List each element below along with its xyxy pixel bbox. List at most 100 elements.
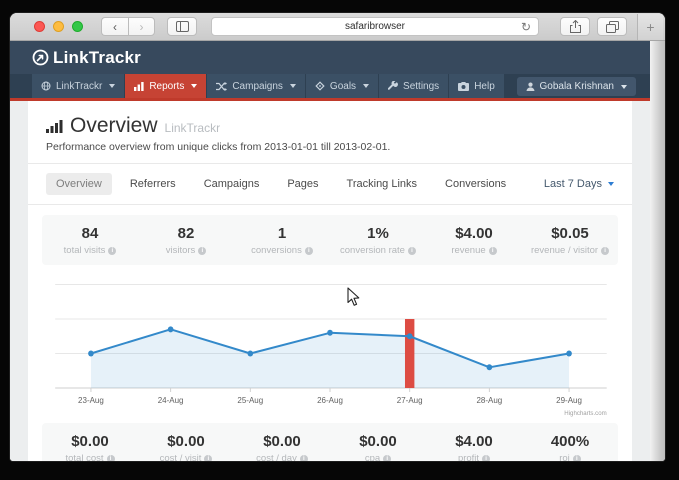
sidebar-icon	[176, 21, 189, 32]
stat-label-text: cost / visit	[160, 453, 202, 461]
stat-label-text: conversion rate	[340, 245, 405, 256]
stat-label-text: roi	[559, 453, 570, 461]
browser-window: ‹ › safaribrowser ↻ + LinkTr	[10, 13, 665, 461]
menu-item-label: Settings	[403, 81, 439, 92]
stat-label: total cost i	[42, 453, 138, 461]
linktrackr-logo-icon	[32, 49, 49, 66]
stat-label-text: total cost	[65, 453, 103, 461]
tab-overview[interactable]: Overview	[46, 173, 112, 195]
page-subtitle: Performance overview from unique clicks …	[46, 141, 614, 153]
stat-label-text: conversions	[251, 245, 302, 256]
chevron-down-icon	[608, 182, 614, 186]
info-icon[interactable]: i	[198, 247, 206, 255]
stat-value: $0.00	[234, 433, 330, 450]
stat-label-text: revenue / visitor	[531, 245, 598, 256]
stat-value: $0.00	[330, 433, 426, 450]
zoom-window-button[interactable]	[72, 21, 83, 32]
menu-item-linktrackr[interactable]: LinkTrackr	[32, 74, 124, 98]
data-point-marker	[566, 351, 572, 357]
info-icon[interactable]: i	[107, 455, 115, 462]
stat-cpa: $0.00 cpai	[330, 433, 426, 461]
chevron-down-icon	[621, 85, 627, 89]
info-icon[interactable]: i	[204, 455, 212, 462]
stat-total-visits: 84total visitsi	[42, 225, 138, 256]
data-point-marker	[407, 333, 413, 339]
x-axis-label: 26-Aug	[317, 396, 343, 405]
stat-label: revenue / visitori	[522, 245, 618, 256]
close-window-button[interactable]	[34, 21, 45, 32]
address-bar[interactable]: safaribrowser ↻	[211, 17, 539, 36]
data-point-marker	[88, 351, 94, 357]
tab-tracking-links[interactable]: Tracking Links	[337, 173, 428, 195]
menu-item-campaigns[interactable]: Campaigns	[207, 74, 305, 98]
info-icon[interactable]: i	[383, 455, 391, 462]
tab-conversions[interactable]: Conversions	[435, 173, 516, 195]
stat-value: $0.00	[42, 433, 138, 450]
tab-referrers[interactable]: Referrers	[120, 173, 186, 195]
globe-icon	[41, 81, 51, 91]
x-axis-label: 28-Aug	[476, 396, 502, 405]
stat-label-text: revenue	[451, 245, 485, 256]
reload-icon[interactable]: ↻	[521, 21, 531, 33]
stat-label-text: cpa	[365, 453, 380, 461]
stat-value: $0.00	[138, 433, 234, 450]
stat-roi: 400%roii	[522, 433, 618, 461]
info-icon[interactable]: i	[573, 455, 581, 462]
info-icon[interactable]: i	[108, 247, 116, 255]
date-range-selector[interactable]: Last 7 Days	[544, 178, 614, 190]
chevron-down-icon	[191, 84, 197, 88]
user-menu[interactable]: Gobala Krishnan	[517, 77, 637, 96]
menu-item-help[interactable]: Help	[449, 74, 504, 98]
window-edge-scroll-gutter[interactable]	[650, 41, 665, 461]
page-title: Overview	[70, 114, 158, 138]
info-icon[interactable]: i	[408, 247, 416, 255]
stat-conversions: 1conversionsi	[234, 225, 330, 256]
menu-item-label: Help	[474, 81, 495, 92]
back-button[interactable]: ‹	[101, 17, 128, 36]
menu-item-reports[interactable]: Reports	[125, 74, 206, 98]
report-tabs: Overview Referrers Campaigns Pages Tracking …	[28, 164, 632, 205]
share-button[interactable]	[560, 17, 590, 36]
app-menubar: LinkTrackrReportsCampaignsGoals Settings H…	[10, 74, 650, 101]
visits-chart[interactable]: 23-Aug24-Aug25-Aug26-Aug27-Aug28-Aug29-A…	[42, 270, 618, 418]
page-header: Overview LinkTrackr Performance overview…	[28, 101, 632, 164]
data-point-marker	[168, 326, 174, 332]
info-icon[interactable]: i	[300, 455, 308, 462]
tab-pages[interactable]: Pages	[277, 173, 328, 195]
app-navbar: LinkTrackr	[10, 41, 650, 74]
diamond-icon	[315, 81, 325, 91]
stats-row-top: 84total visitsi82visitorsi1conversionsi1…	[42, 215, 618, 265]
menu-item-settings[interactable]: Settings	[379, 74, 448, 98]
menu-item-goals[interactable]: Goals	[306, 74, 378, 98]
stat-profit: $4.00profiti	[426, 433, 522, 461]
stat-label-text: visitors	[166, 245, 196, 256]
info-icon[interactable]: i	[482, 455, 490, 462]
sidebar-toggle-button[interactable]	[167, 17, 197, 36]
x-axis-label: 25-Aug	[237, 396, 263, 405]
share-icon	[570, 20, 581, 33]
bar-chart-icon	[134, 82, 144, 91]
info-icon[interactable]: i	[305, 247, 313, 255]
stat-label-text: profit	[458, 453, 479, 461]
page-title-suffix: LinkTrackr	[165, 121, 221, 135]
stat-label: revenue i	[426, 245, 522, 256]
x-axis-label: 27-Aug	[397, 396, 423, 405]
stat-total-cost: $0.00 total cost i	[42, 433, 138, 461]
show-tabs-button[interactable]	[597, 17, 627, 36]
stat-label: cpai	[330, 453, 426, 461]
app-logo[interactable]: LinkTrackr	[32, 48, 141, 68]
minimize-window-button[interactable]	[53, 21, 64, 32]
forward-button[interactable]: ›	[128, 17, 155, 36]
stat-value: $4.00	[426, 225, 522, 242]
shuffle-icon	[216, 82, 227, 91]
stat-value: $0.05	[522, 225, 618, 242]
stat-label: roii	[522, 453, 618, 461]
date-range-label: Last 7 Days	[544, 178, 602, 190]
info-icon[interactable]: i	[489, 247, 497, 255]
tab-campaigns[interactable]: Campaigns	[194, 173, 270, 195]
stat-label: cost / visiti	[138, 453, 234, 461]
data-point-marker	[487, 364, 493, 370]
info-icon[interactable]: i	[601, 247, 609, 255]
new-tab-button[interactable]: +	[637, 14, 663, 40]
stat-label: total visitsi	[42, 245, 138, 256]
